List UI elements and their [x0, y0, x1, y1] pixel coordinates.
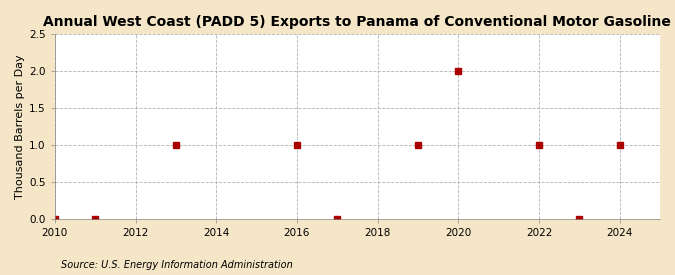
Y-axis label: Thousand Barrels per Day: Thousand Barrels per Day	[15, 54, 25, 199]
Text: Source: U.S. Energy Information Administration: Source: U.S. Energy Information Administ…	[61, 260, 292, 270]
Title: Annual West Coast (PADD 5) Exports to Panama of Conventional Motor Gasoline: Annual West Coast (PADD 5) Exports to Pa…	[43, 15, 672, 29]
